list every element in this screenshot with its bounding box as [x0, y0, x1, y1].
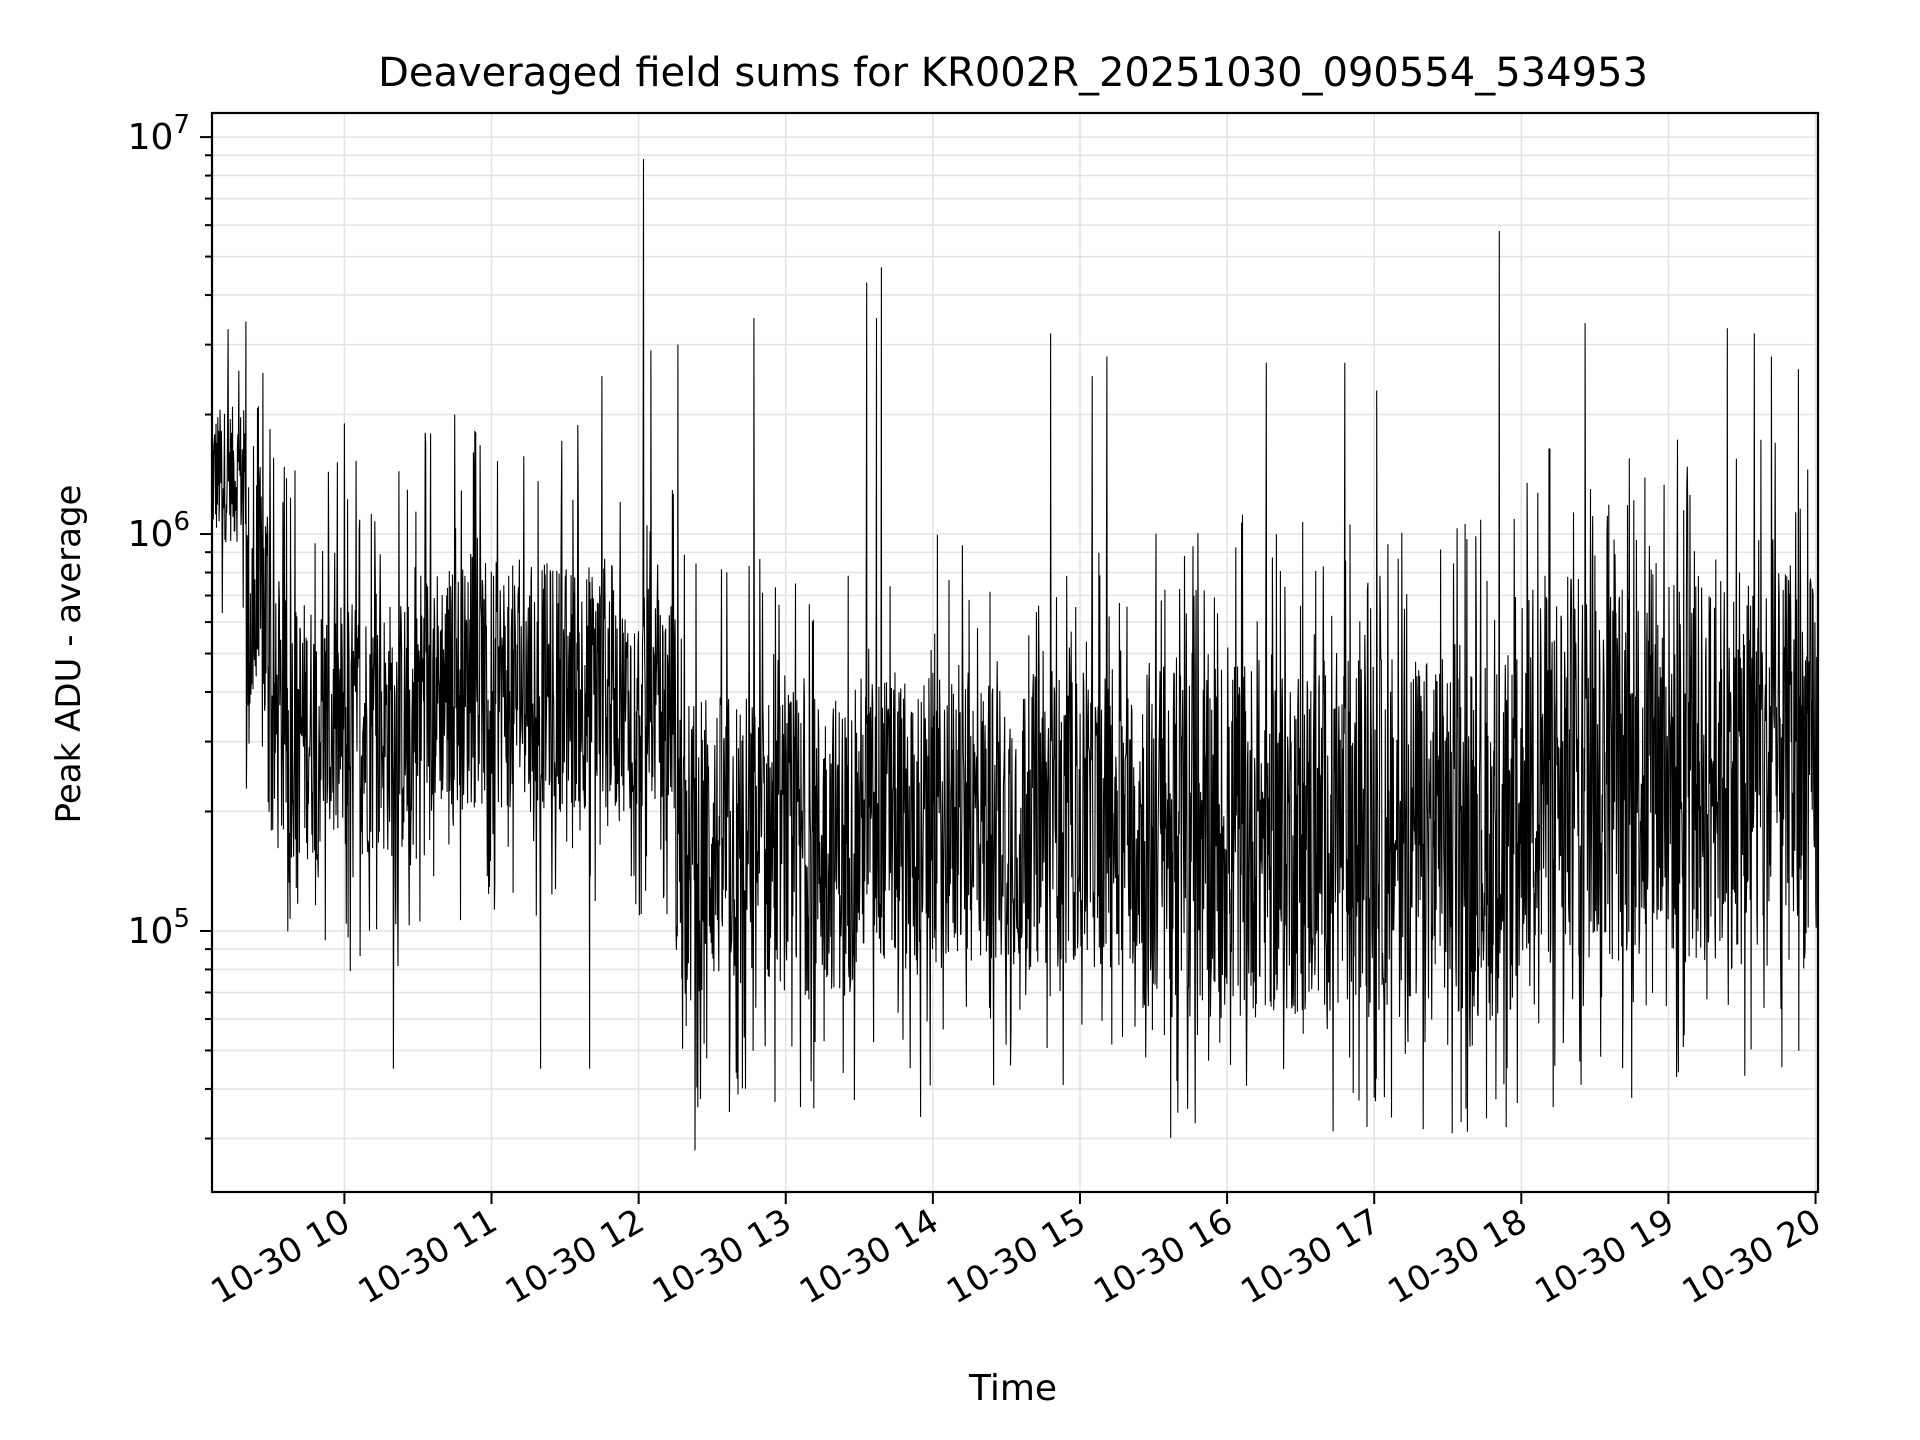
y-tick-label: 107 [128, 110, 190, 158]
x-axis-label: Time [968, 1368, 1057, 1409]
x-tick-label: 10-30 17 [1234, 1201, 1386, 1312]
x-tick-label: 10-30 13 [646, 1201, 798, 1312]
x-tick-label: 10-30 19 [1529, 1201, 1681, 1312]
x-tick-label: 10-30 20 [1676, 1201, 1828, 1312]
x-tick-label: 10-30 18 [1381, 1201, 1533, 1312]
y-axis-label: Peak ADU - average [49, 485, 89, 824]
series-path [211, 159, 1819, 1151]
series-line [211, 159, 1819, 1151]
chart-title: Deaveraged field sums for KR002R_2025103… [378, 50, 1648, 96]
plot-frame [210, 111, 1820, 1194]
x-tick-label: 10-30 14 [793, 1201, 945, 1312]
x-tick-label: 10-30 15 [940, 1201, 1092, 1312]
x-tick-label: 10-30 10 [205, 1201, 357, 1312]
y-tick-label: 105 [128, 904, 190, 952]
x-tick-label: 10-30 11 [352, 1201, 504, 1312]
y-tick-label: 106 [128, 507, 190, 555]
x-tick-label: 10-30 16 [1087, 1201, 1239, 1312]
y-axis: 105 106 107 [128, 110, 212, 1140]
x-tick-label: 10-30 12 [499, 1201, 651, 1312]
